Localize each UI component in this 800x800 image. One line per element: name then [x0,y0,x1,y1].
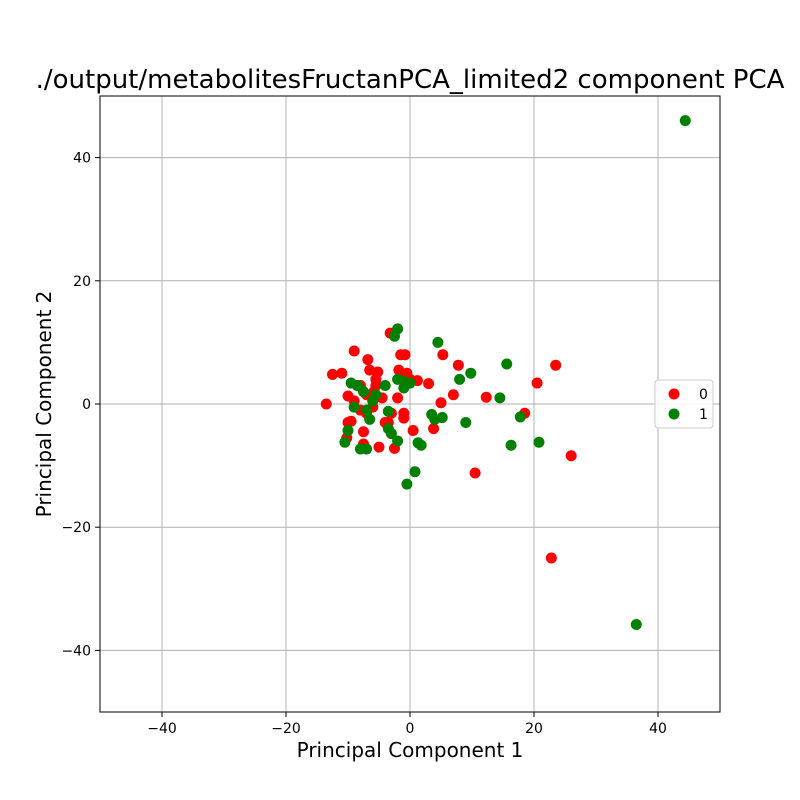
data-point-series-0 [372,366,384,378]
data-point-series-1 [679,115,691,127]
data-point-series-1 [392,435,404,447]
data-point-series-1 [358,386,369,398]
data-point-series-1 [454,373,466,385]
data-point-series-1 [385,428,397,440]
legend: 0 1 [654,379,714,429]
x-tick-label: 0 [406,721,415,737]
data-point-series-1 [361,443,373,455]
data-point-series-0 [423,378,435,390]
data-point-series-1 [364,413,376,425]
data-point-series-1 [415,439,427,451]
data-point-series-1 [460,416,472,428]
data-point-series-1 [436,412,448,424]
data-point-series-1 [505,439,517,451]
data-point-series-0 [437,349,449,361]
data-point-series-1 [630,619,642,631]
legend-marker-0 [668,388,680,400]
y-axis-ticks: −40 −20 0 20 40 [61,151,100,659]
data-point-series-0 [336,367,348,379]
data-point-series-1 [382,405,394,417]
data-point-series-1 [342,424,354,436]
data-point-series-1 [392,323,404,335]
legend-marker-1 [668,408,680,420]
data-point-series-0 [345,415,357,427]
data-point-series-1 [379,380,391,392]
legend-label-0: 0 [699,387,708,403]
data-point-series-1 [494,392,506,404]
data-point-series-0 [531,377,543,389]
x-tick-label: −20 [271,721,301,737]
data-point-series-0 [373,441,385,453]
data-point-series-0 [480,391,492,403]
data-point-series-0 [545,552,557,564]
data-point-series-0 [428,423,440,435]
data-point-series-0 [320,398,332,410]
data-point-series-0 [327,368,338,380]
data-point-series-0 [358,426,369,438]
y-tick-label: 40 [73,151,91,167]
grid [100,96,720,712]
y-tick-label: 0 [82,397,91,413]
data-point-series-1 [432,336,444,348]
y-tick-label: 20 [73,274,91,290]
data-point-series-1 [339,436,351,448]
data-point-series-0 [550,359,562,371]
chart-title: ./output/metabolitesFructanPCA_limited2 … [36,65,785,95]
y-tick-label: −20 [61,520,91,536]
data-point-series-1 [409,466,421,478]
data-point-series-0 [435,397,447,409]
x-tick-label: 40 [649,721,667,737]
data-point-series-0 [399,349,411,361]
x-tick-label: −40 [147,721,177,737]
y-axis-label: Principal Component 2 [32,291,56,518]
data-point-series-1 [370,389,382,401]
data-point-series-0 [392,392,404,404]
data-points [320,115,691,631]
data-point-series-1 [533,436,545,448]
data-point-series-1 [465,367,477,379]
data-point-series-0 [565,450,577,462]
data-point-series-1 [348,401,360,413]
data-point-series-1 [361,404,373,416]
data-point-series-1 [501,358,513,370]
data-point-series-1 [401,478,413,490]
data-point-series-0 [362,354,374,366]
data-point-series-1 [404,377,416,389]
x-tick-label: 20 [525,721,543,737]
x-axis-ticks: −40 −20 0 20 40 [147,712,667,737]
data-point-series-0 [447,389,459,401]
data-point-series-0 [348,345,360,357]
data-point-series-1 [514,411,526,423]
x-axis-label: Principal Component 1 [297,738,524,762]
legend-label-1: 1 [699,407,708,423]
data-point-series-0 [452,359,464,371]
data-point-series-0 [398,412,410,424]
data-point-series-0 [407,424,419,436]
y-tick-label: −40 [61,643,91,659]
data-point-series-0 [469,467,481,479]
